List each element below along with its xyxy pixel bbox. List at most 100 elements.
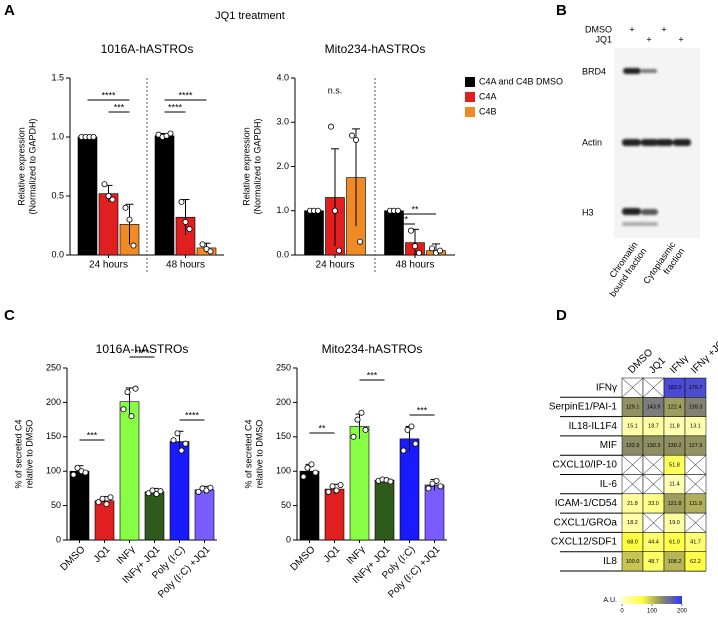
chart-title: 1016A-hASTROs xyxy=(101,42,194,56)
cell-label: 179.7 xyxy=(689,385,703,391)
cell-label: 33.0 xyxy=(648,501,659,507)
data-point xyxy=(186,226,193,233)
legend-swatch xyxy=(465,92,475,102)
data-point xyxy=(95,499,102,506)
data-point xyxy=(331,207,338,214)
band-label: BRD4 xyxy=(582,66,606,76)
row-label: CXCL10/IP-10 xyxy=(553,459,618,470)
data-point xyxy=(428,245,435,252)
data-point xyxy=(145,490,152,497)
bar-chart: Mito234-hASTROs Relative expression (Norma… xyxy=(241,42,563,273)
colorbar-tick-label: 200 xyxy=(677,609,688,615)
significance-label: **** xyxy=(178,90,193,100)
data-point xyxy=(178,198,185,205)
significance-label: *** xyxy=(114,102,125,112)
cell-label: 48.7 xyxy=(648,559,659,565)
y-tick-label: 4.0 xyxy=(276,72,289,82)
x-tick-label: 24 hours xyxy=(316,260,355,271)
cross xyxy=(621,377,644,398)
x-tick-label: DMSO xyxy=(288,544,317,573)
treatment-mark: + xyxy=(678,34,683,44)
bar xyxy=(324,488,345,541)
y-tick-label: 2.0 xyxy=(276,161,289,171)
cell-label: 100.0 xyxy=(626,559,640,565)
data-point xyxy=(400,447,407,454)
data-point xyxy=(99,495,106,502)
row-label: MIF xyxy=(600,440,617,451)
data-point xyxy=(128,413,135,420)
y-tick-label: 0.5 xyxy=(51,190,64,200)
y-tick-label: 50 xyxy=(281,500,291,510)
legend-label: C4B xyxy=(479,106,497,116)
data-point xyxy=(404,426,411,433)
significance-label: **** xyxy=(168,102,183,112)
data-point xyxy=(312,469,319,476)
panel-label: C xyxy=(4,307,15,324)
y-tick-label: 250 xyxy=(276,362,291,372)
bar xyxy=(119,401,140,541)
treatment-mark: + xyxy=(629,24,634,34)
band xyxy=(656,139,673,146)
bar xyxy=(399,438,420,541)
bar xyxy=(98,193,119,256)
row-label: IL18-IL1F4 xyxy=(569,421,618,432)
data-point xyxy=(167,130,174,137)
y-axis-label: % of secreted C4 xyxy=(13,419,23,488)
significance-label: ** xyxy=(318,423,326,433)
y-tick-label: 1.0 xyxy=(276,205,289,215)
y-tick-label: 50 xyxy=(51,500,61,510)
significance-label: **** xyxy=(101,90,116,100)
bar xyxy=(154,135,175,256)
x-tick-label: 48 hours xyxy=(396,260,435,271)
treatment-mark: + xyxy=(661,24,666,34)
y-tick-label: 200 xyxy=(46,397,61,407)
data-point xyxy=(314,207,321,214)
row-label: ICAM-1/CD54 xyxy=(555,498,618,509)
data-point xyxy=(411,243,418,250)
cell-label: 130.2 xyxy=(668,443,682,449)
data-point xyxy=(415,249,422,256)
band xyxy=(673,139,691,146)
western-blot xyxy=(614,48,700,238)
data-point xyxy=(437,483,444,490)
cell-label: 122.4 xyxy=(668,404,682,410)
data-point xyxy=(105,192,112,199)
data-point xyxy=(132,385,139,392)
x-tick-label: 48 hours xyxy=(166,260,205,271)
colorbar xyxy=(622,596,682,604)
x-tick-label: 24 hours xyxy=(89,260,128,271)
data-point xyxy=(207,248,214,255)
data-point xyxy=(325,488,332,495)
cell-label: 13.1 xyxy=(690,424,701,430)
colorbar-label: A.U. xyxy=(603,597,617,604)
y-axis-label: (Normalized to GAPDH) xyxy=(252,118,262,214)
data-point xyxy=(130,242,137,249)
row-label: IL8 xyxy=(603,556,617,567)
band xyxy=(622,139,641,146)
row-label: SerpinE1/PAI-1 xyxy=(549,402,618,413)
treatment-label: JQ1 xyxy=(595,34,612,44)
data-point xyxy=(329,483,336,490)
cell-label: 68.0 xyxy=(627,540,638,546)
bar xyxy=(169,441,190,541)
data-point xyxy=(352,136,359,143)
significance-label: **** xyxy=(135,347,150,357)
column-label: IFNγ xyxy=(668,353,691,376)
significance-label: **** xyxy=(185,410,200,420)
data-point xyxy=(101,181,108,188)
row-label: CXCL12/SDF1 xyxy=(551,537,618,548)
data-point xyxy=(126,216,133,223)
cell-label: 182.0 xyxy=(668,385,682,391)
cross xyxy=(642,377,665,398)
cell-label: 51.8 xyxy=(669,462,680,468)
data-point xyxy=(109,196,116,203)
data-point xyxy=(387,478,394,485)
bar xyxy=(69,470,90,541)
x-tick-label: JQ1 xyxy=(92,544,113,565)
data-point xyxy=(350,433,357,440)
data-point xyxy=(433,477,440,484)
treatment-label: DMSO xyxy=(585,24,612,34)
cell-label: 41.7 xyxy=(690,540,701,546)
bar xyxy=(194,489,215,541)
